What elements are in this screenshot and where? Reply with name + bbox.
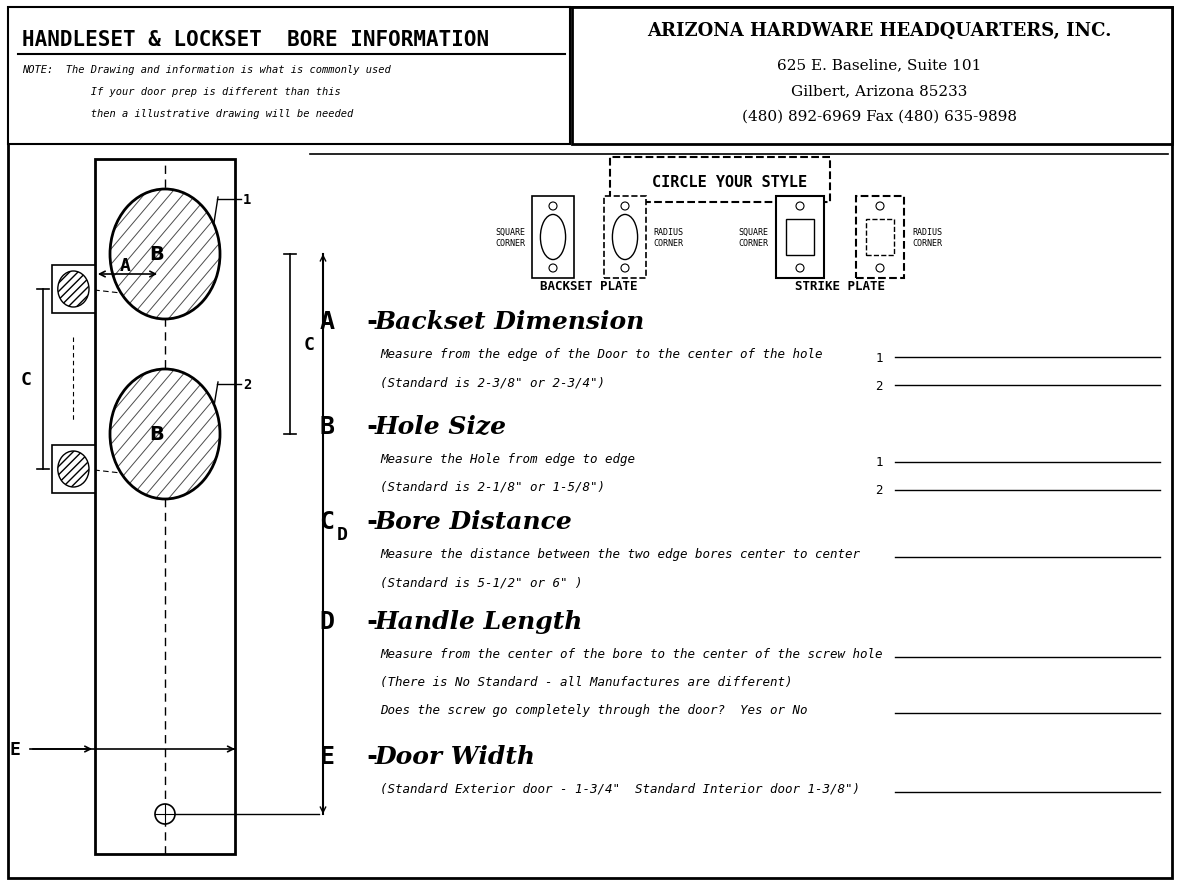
Circle shape (549, 265, 557, 273)
Bar (532, 197, 573, 279)
Text: 1: 1 (243, 193, 251, 206)
Text: Does the screw go completely through the door?  Yes or No: Does the screw go completely through the… (380, 703, 807, 716)
Text: D: D (337, 525, 348, 543)
Text: SQUARE
CORNER: SQUARE CORNER (494, 228, 525, 247)
Bar (52, 446, 96, 494)
Text: Gilbert, Arizona 85233: Gilbert, Arizona 85233 (791, 84, 968, 97)
Text: Backset Dimension: Backset Dimension (375, 309, 645, 334)
Bar (8, 8, 570, 144)
Bar (786, 220, 814, 256)
Text: A: A (119, 257, 131, 275)
Text: Bore Distance: Bore Distance (375, 509, 572, 533)
Text: 2: 2 (243, 377, 251, 392)
Text: STRIKE PLATE: STRIKE PLATE (795, 280, 885, 292)
Text: (Standard Exterior door - 1-3/4"  Standard Interior door 1-3/8"): (Standard Exterior door - 1-3/4" Standar… (380, 782, 860, 795)
Bar (866, 220, 894, 256)
Circle shape (155, 804, 175, 824)
Ellipse shape (110, 190, 219, 320)
Text: 1: 1 (876, 351, 883, 364)
Text: Hole Size: Hole Size (375, 415, 507, 439)
Text: RADIUS
CORNER: RADIUS CORNER (912, 228, 942, 247)
Ellipse shape (612, 215, 637, 260)
Text: If your door prep is different than this: If your door prep is different than this (22, 87, 341, 97)
Text: HANDLESET & LOCKSET  BORE INFORMATION: HANDLESET & LOCKSET BORE INFORMATION (22, 30, 490, 50)
Text: (Standard is 2-3/8" or 2-3/4"): (Standard is 2-3/8" or 2-3/4") (380, 376, 605, 389)
Text: A  -: A - (320, 309, 380, 334)
Text: Door Width: Door Width (375, 744, 536, 768)
Text: 2: 2 (876, 379, 883, 392)
Circle shape (876, 265, 884, 273)
Text: ARIZONA HARDWARE HEADQUARTERS, INC.: ARIZONA HARDWARE HEADQUARTERS, INC. (647, 22, 1112, 40)
Text: Measure the distance between the two edge bores center to center: Measure the distance between the two edg… (380, 548, 860, 560)
Text: (Standard is 5-1/2" or 6" ): (Standard is 5-1/2" or 6" ) (380, 575, 583, 588)
Bar (776, 197, 824, 279)
Ellipse shape (58, 452, 88, 487)
Ellipse shape (58, 272, 88, 307)
Bar (96, 159, 235, 854)
Text: Handle Length: Handle Length (375, 610, 583, 633)
Text: BACKSET PLATE: BACKSET PLATE (540, 280, 637, 292)
Text: 625 E. Baseline, Suite 101: 625 E. Baseline, Suite 101 (776, 58, 982, 72)
Circle shape (796, 203, 804, 211)
Bar (572, 8, 1172, 144)
Circle shape (876, 203, 884, 211)
Text: B: B (150, 425, 164, 444)
Circle shape (549, 203, 557, 211)
Text: E  -: E - (320, 744, 380, 768)
Text: CIRCLE YOUR STYLE: CIRCLE YOUR STYLE (653, 175, 807, 190)
Text: B: B (150, 245, 164, 264)
Text: SQUARE
CORNER: SQUARE CORNER (738, 228, 768, 247)
Ellipse shape (540, 215, 565, 260)
Bar (610, 158, 830, 203)
Bar (856, 197, 904, 279)
Text: D  -: D - (320, 610, 380, 633)
Text: Measure the Hole from edge to edge: Measure the Hole from edge to edge (380, 453, 635, 465)
Ellipse shape (110, 369, 219, 500)
Circle shape (621, 203, 629, 211)
Circle shape (621, 265, 629, 273)
Circle shape (796, 265, 804, 273)
Text: C: C (20, 370, 31, 389)
Text: (Standard is 2-1/8" or 1-5/8"): (Standard is 2-1/8" or 1-5/8") (380, 480, 605, 494)
Bar (604, 197, 645, 279)
Text: 2: 2 (876, 484, 883, 497)
Text: (480) 892-6969 Fax (480) 635-9898: (480) 892-6969 Fax (480) 635-9898 (741, 110, 1016, 124)
Text: NOTE:  The Drawing and information is what is commonly used: NOTE: The Drawing and information is wha… (22, 65, 391, 75)
Text: E: E (9, 740, 20, 758)
Text: Measure from the center of the bore to the center of the screw hole: Measure from the center of the bore to t… (380, 648, 883, 660)
Bar (52, 266, 96, 314)
Text: C: C (304, 336, 315, 354)
Text: C  -: C - (320, 509, 380, 533)
Text: RADIUS
CORNER: RADIUS CORNER (653, 228, 683, 247)
Text: 1: 1 (876, 456, 883, 469)
Text: Measure from the edge of the Door to the center of the hole: Measure from the edge of the Door to the… (380, 347, 822, 361)
Text: (There is No Standard - all Manufactures are different): (There is No Standard - all Manufactures… (380, 675, 793, 688)
Text: B  -: B - (320, 415, 380, 439)
Text: then a illustrative drawing will be needed: then a illustrative drawing will be need… (22, 109, 353, 119)
